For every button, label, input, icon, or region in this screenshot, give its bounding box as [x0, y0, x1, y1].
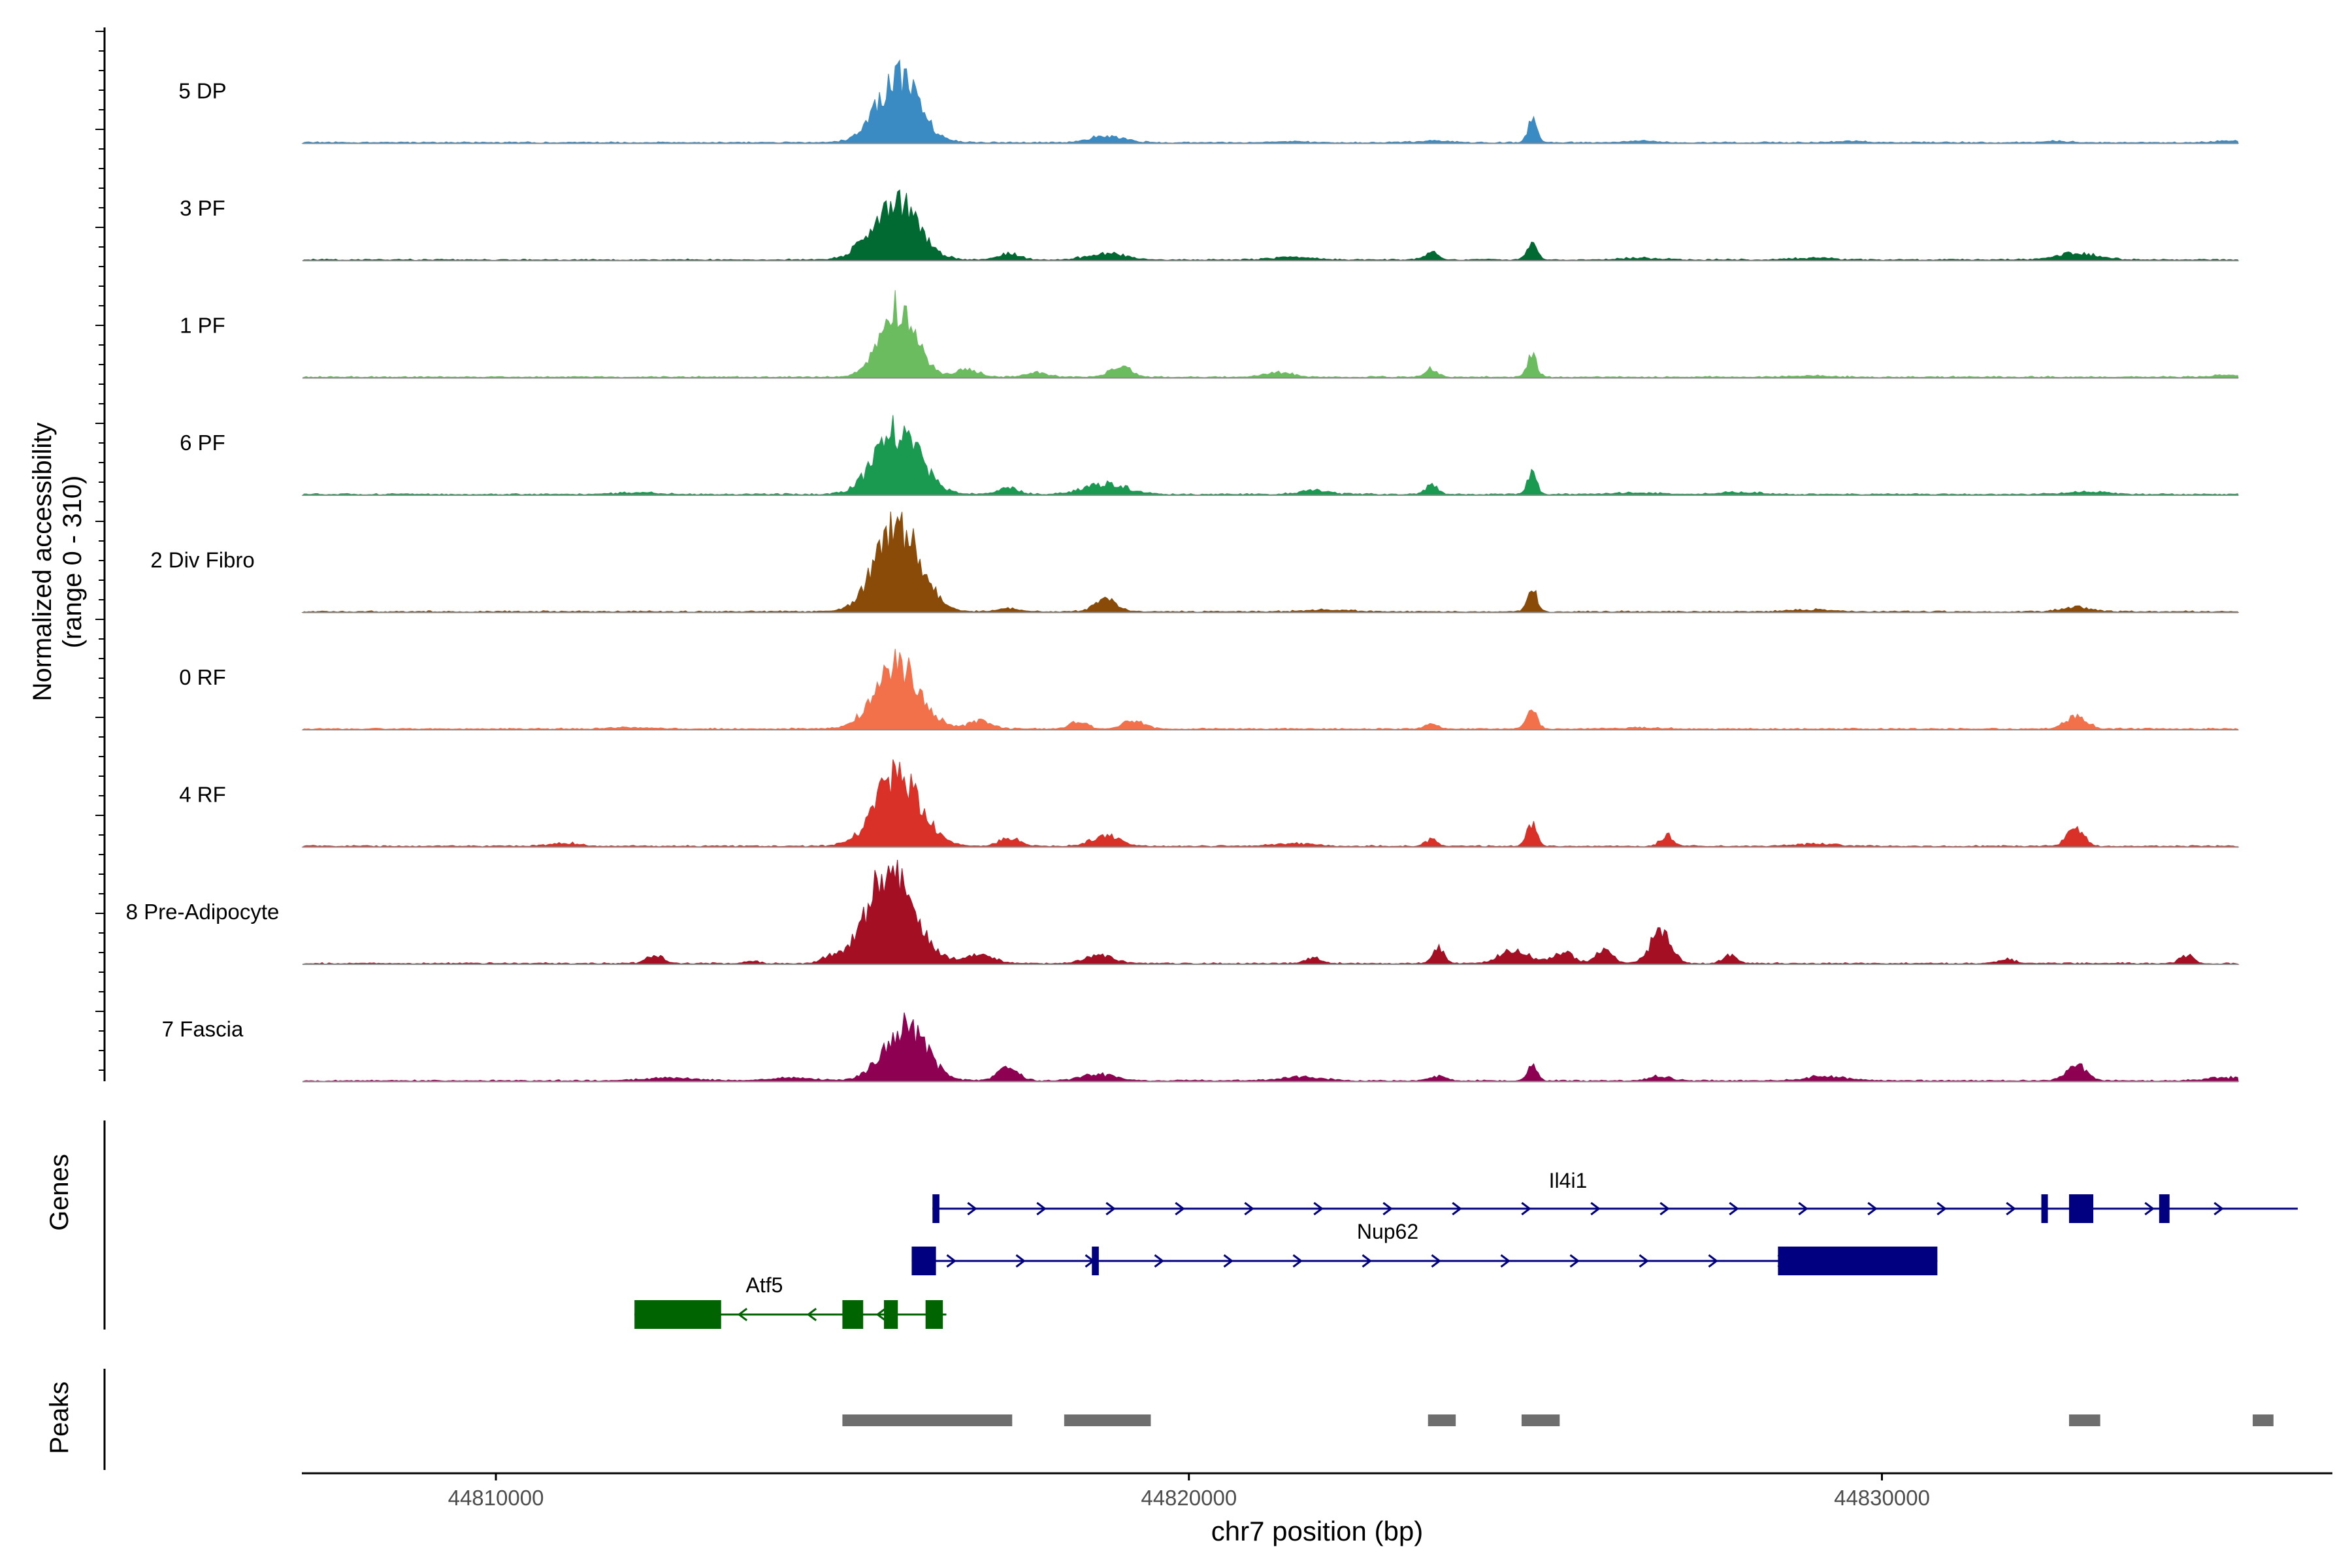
coverage-area — [302, 290, 2239, 378]
peak-region — [1521, 1414, 1560, 1426]
strand-arrow — [2144, 1201, 2155, 1216]
track-label: 6 PF — [180, 431, 225, 455]
coverage-track: 4 RF — [179, 759, 2240, 848]
strand-arrow — [1798, 1201, 1808, 1216]
coverage-track: 8 Pre-Adipocyte — [126, 859, 2240, 965]
track-axis — [95, 27, 106, 1081]
x-axis: chr7 position (bp) 44810000 44820000 44830… — [302, 1472, 2332, 1546]
coverage-track: 6 PF — [180, 415, 2239, 496]
coverage-track: 5 DP — [178, 59, 2239, 144]
gene-model: Il4i1 — [932, 1169, 2298, 1223]
gene-exon — [1778, 1247, 1938, 1275]
strand-arrow — [1729, 1201, 1739, 1216]
strand-arrow — [1292, 1254, 1303, 1268]
strand-arrow — [967, 1201, 977, 1216]
coverage-area — [301, 648, 2240, 730]
gene-model: Nup62 — [911, 1220, 1938, 1275]
genes-panel-label: Genes — [45, 1154, 74, 1231]
gene-exon — [2068, 1194, 2094, 1223]
gene-exon — [911, 1247, 936, 1275]
coverage-tracks: 5 DP 3 PF 1 PF 6 PF 2 Div Fibro 0 RF 4 RF 8 Pre… — [126, 59, 2240, 1083]
strand-arrow — [1431, 1254, 1441, 1268]
strand-arrow — [1244, 1201, 1254, 1216]
track-label: 0 RF — [179, 665, 226, 689]
strand-arrow — [1362, 1254, 1372, 1268]
strand-arrow — [1382, 1201, 1393, 1216]
strand-arrow — [1708, 1254, 1718, 1268]
strand-arrow — [946, 1254, 956, 1268]
gene-exon — [884, 1300, 898, 1329]
peaks-panel-label: Peaks — [45, 1381, 74, 1454]
strand-arrow — [1659, 1201, 1670, 1216]
peak-region — [2253, 1414, 2274, 1426]
x-tick-label: 44810000 — [448, 1486, 544, 1510]
gene-exon — [842, 1300, 864, 1329]
track-label: 7 Fascia — [162, 1017, 244, 1041]
track-label: 8 Pre-Adipocyte — [126, 900, 280, 924]
track-label: 4 RF — [179, 783, 226, 807]
gene-exon — [2041, 1194, 2048, 1223]
coverage-track: 7 Fascia — [162, 1012, 2239, 1083]
coverage-area — [302, 859, 2240, 965]
strand-arrow — [1015, 1254, 1026, 1268]
coverage-area — [301, 759, 2240, 847]
coverage-track: 2 Div Fibro — [150, 511, 2240, 613]
strand-arrow — [1175, 1201, 1185, 1216]
strand-arrow — [1313, 1201, 1324, 1216]
strand-arrow — [1936, 1201, 1947, 1216]
y-axis-label: Normalized accessibility (range 0 - 310) — [28, 423, 87, 702]
strand-arrow — [1590, 1201, 1601, 1216]
coverage-area — [302, 1012, 2239, 1082]
strand-arrow — [1105, 1201, 1116, 1216]
coverage-area — [301, 415, 2239, 496]
track-label: 5 DP — [178, 79, 226, 103]
coverage-area — [301, 511, 2240, 613]
y-axis-title: Normalized accessibility — [28, 423, 57, 702]
genes-panel: Genes Il4i1 Nup62 Atf5 — [45, 1120, 2298, 1330]
gene-exon — [925, 1300, 943, 1329]
gene-name: Atf5 — [746, 1273, 783, 1297]
coverage-track: 0 RF — [179, 648, 2240, 730]
gene-model: Atf5 — [634, 1273, 947, 1329]
strand-arrow — [1500, 1254, 1511, 1268]
coverage-area — [302, 189, 2239, 261]
y-axis-range: (range 0 - 310) — [58, 476, 87, 649]
strand-arrow — [1036, 1201, 1047, 1216]
peak-region — [842, 1414, 1013, 1426]
gene-exon — [634, 1300, 721, 1329]
peak-region — [1428, 1414, 1456, 1426]
track-label: 3 PF — [180, 196, 225, 220]
strand-arrow — [2006, 1201, 2016, 1216]
strand-arrow — [806, 1307, 817, 1322]
gene-name: Il4i1 — [1549, 1169, 1588, 1192]
strand-arrow — [1867, 1201, 1878, 1216]
x-tick-label: 44820000 — [1141, 1486, 1237, 1510]
coverage-area — [301, 59, 2239, 144]
gene-exon — [1092, 1247, 1099, 1275]
strand-arrow — [1154, 1254, 1164, 1268]
gene-name: Nup62 — [1357, 1220, 1418, 1243]
strand-arrow — [1223, 1254, 1233, 1268]
coverage-track: 3 PF — [180, 189, 2239, 261]
x-tick-label: 44830000 — [1834, 1486, 1930, 1510]
strand-arrow — [1569, 1254, 1580, 1268]
coverage-track: 1 PF — [180, 290, 2239, 379]
gene-exon — [2159, 1194, 2170, 1223]
strand-arrow — [2213, 1201, 2224, 1216]
strand-arrow — [1639, 1254, 1649, 1268]
strand-arrow — [737, 1307, 748, 1322]
peak-region — [1064, 1414, 1151, 1426]
strand-arrow — [1452, 1201, 1462, 1216]
track-label: 2 Div Fibro — [150, 548, 255, 572]
gene-exon — [932, 1194, 939, 1223]
strand-arrow — [875, 1307, 887, 1322]
peak-region — [2068, 1414, 2100, 1426]
peaks-panel: Peaks — [45, 1369, 2274, 1470]
track-label: 1 PF — [180, 314, 225, 338]
x-axis-title: chr7 position (bp) — [1211, 1516, 1424, 1546]
strand-arrow — [1521, 1201, 1531, 1216]
